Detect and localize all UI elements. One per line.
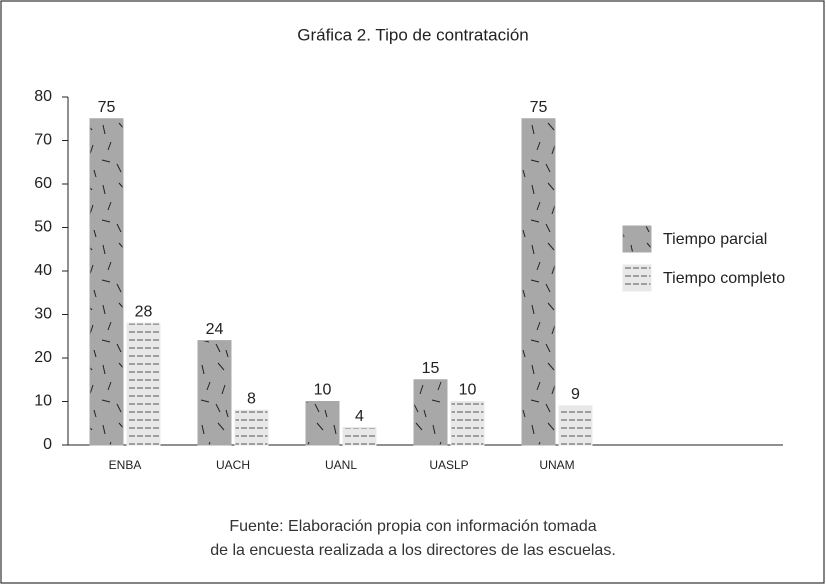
- legend-swatch: [622, 225, 652, 253]
- value-label: 10: [459, 382, 477, 399]
- note: de la encuesta realizada a los directore…: [210, 542, 616, 559]
- bar: [558, 405, 593, 446]
- y-tick-label: 20: [34, 349, 52, 366]
- value-label: 9: [571, 386, 580, 403]
- legend-label: Tiempo parcial: [663, 231, 767, 248]
- y-tick-label: 30: [34, 306, 52, 323]
- x-tick-label: UACH: [216, 458, 250, 472]
- chart-title: Gráfica 2. Tipo de contratación: [297, 25, 529, 44]
- y-tick-label: 50: [34, 219, 52, 236]
- legend-swatch: [622, 264, 652, 292]
- bar: [521, 118, 556, 446]
- value-label: 75: [98, 99, 116, 116]
- value-label: 24: [206, 321, 224, 338]
- x-tick-label: UASLP: [429, 458, 468, 472]
- value-label: 28: [135, 303, 153, 320]
- bar: [234, 409, 269, 446]
- y-tick-label: 40: [34, 262, 52, 279]
- x-tick-label: UANL: [325, 458, 357, 472]
- bar: [126, 322, 161, 446]
- value-label: 75: [530, 99, 548, 116]
- y-tick-label: 80: [34, 88, 52, 105]
- bar: [413, 379, 448, 446]
- bar: [342, 427, 377, 446]
- y-tick-label: 70: [34, 132, 52, 149]
- bar: [450, 401, 485, 446]
- note: Fuente: Elaboración propia con informaci…: [229, 518, 596, 535]
- legend-label: Tiempo completo: [663, 270, 785, 287]
- bar: [89, 118, 124, 446]
- value-label: 10: [314, 382, 332, 399]
- bar: [197, 340, 232, 446]
- y-tick-label: 60: [34, 175, 52, 192]
- value-label: 4: [355, 408, 364, 425]
- value-label: 15: [422, 360, 440, 377]
- x-tick-label: UNAM: [539, 458, 574, 472]
- x-tick-label: ENBA: [109, 458, 142, 472]
- bar: [305, 401, 340, 446]
- y-tick-label: 10: [34, 393, 52, 410]
- y-tick-label: 0: [43, 436, 52, 453]
- value-label: 8: [247, 390, 256, 407]
